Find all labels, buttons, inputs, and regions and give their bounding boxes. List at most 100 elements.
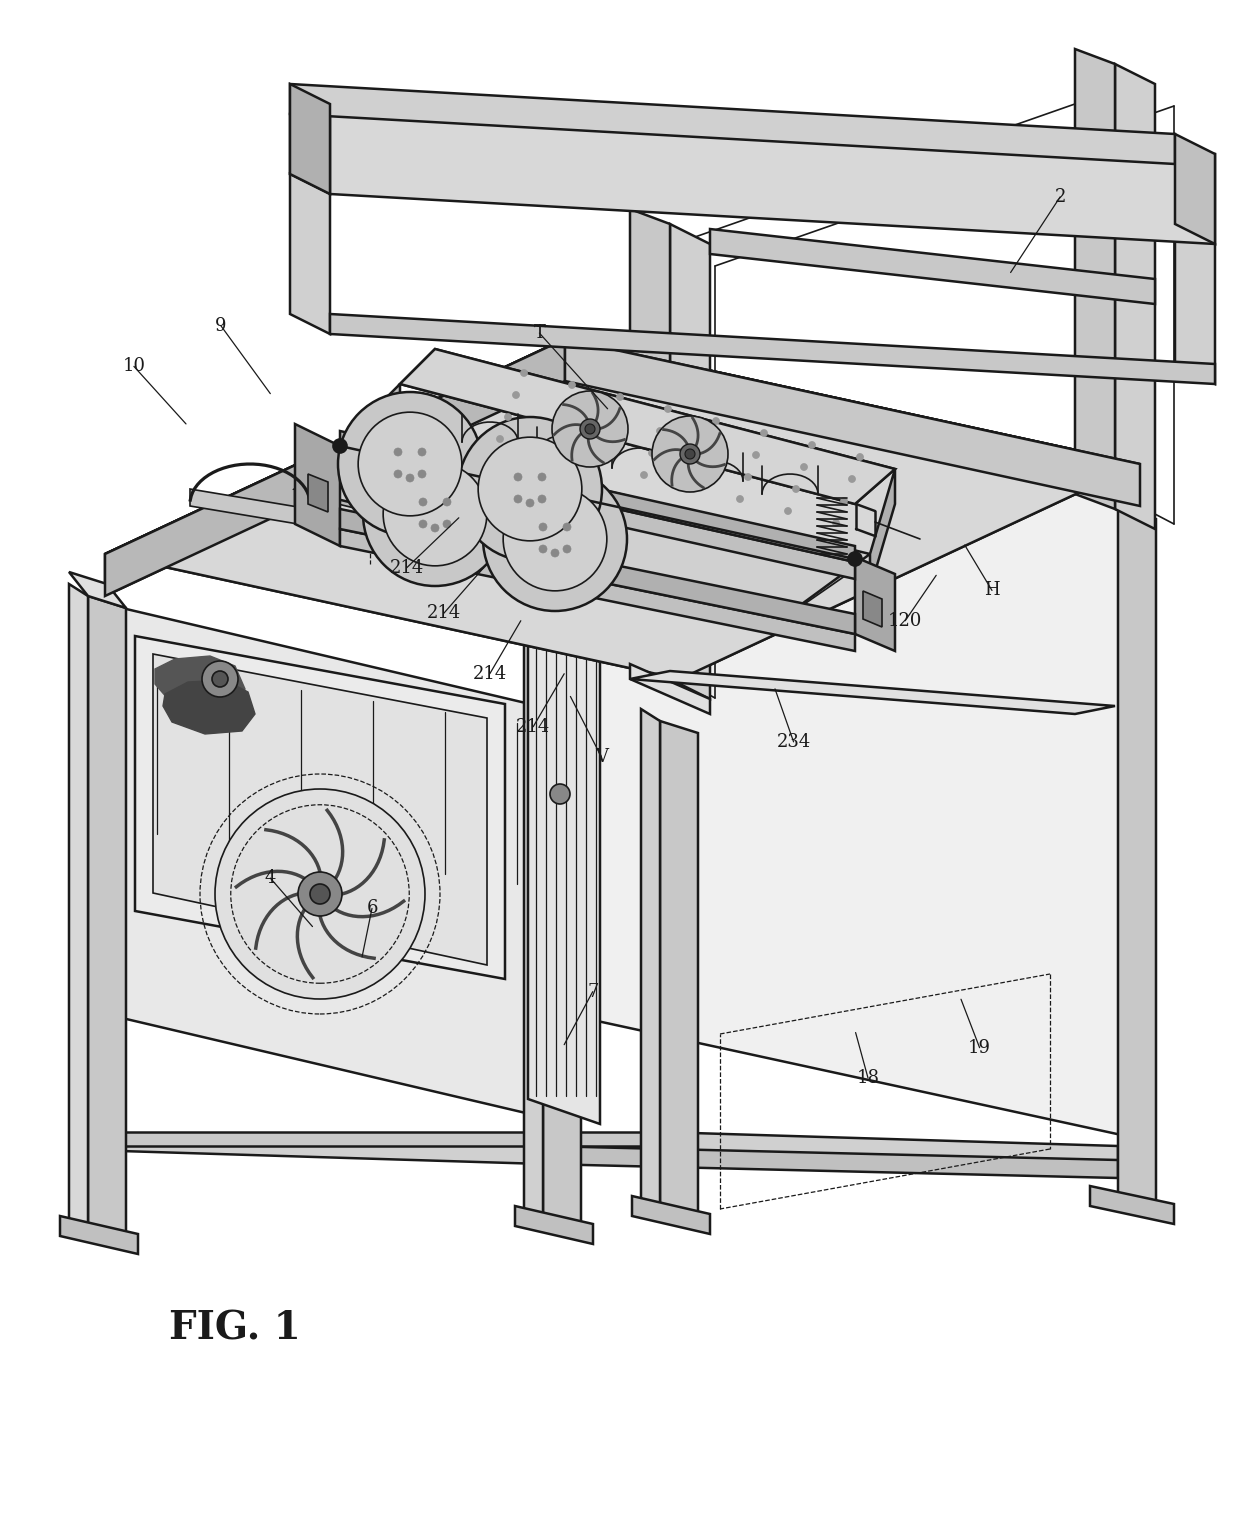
Circle shape bbox=[563, 522, 570, 531]
Circle shape bbox=[538, 495, 546, 503]
Polygon shape bbox=[1176, 224, 1215, 385]
Polygon shape bbox=[290, 83, 1176, 164]
Circle shape bbox=[505, 413, 511, 421]
Circle shape bbox=[848, 553, 862, 566]
Circle shape bbox=[215, 789, 425, 999]
Circle shape bbox=[334, 439, 347, 453]
Polygon shape bbox=[190, 489, 310, 525]
Text: 9: 9 bbox=[215, 316, 227, 335]
Circle shape bbox=[418, 469, 427, 478]
Polygon shape bbox=[630, 209, 670, 678]
Circle shape bbox=[419, 498, 427, 506]
Polygon shape bbox=[863, 590, 882, 627]
Circle shape bbox=[737, 495, 744, 503]
Text: T: T bbox=[533, 324, 546, 342]
Polygon shape bbox=[105, 339, 1140, 678]
Circle shape bbox=[580, 419, 600, 439]
Text: V: V bbox=[595, 748, 608, 766]
Polygon shape bbox=[290, 83, 330, 194]
Circle shape bbox=[649, 450, 656, 457]
Circle shape bbox=[503, 488, 606, 590]
Text: 4: 4 bbox=[264, 869, 277, 887]
Text: 18: 18 bbox=[857, 1069, 879, 1087]
Polygon shape bbox=[60, 1216, 138, 1254]
Circle shape bbox=[479, 438, 582, 540]
Circle shape bbox=[760, 430, 768, 436]
Circle shape bbox=[857, 454, 863, 460]
Circle shape bbox=[443, 519, 451, 528]
Polygon shape bbox=[295, 385, 401, 524]
Circle shape bbox=[600, 438, 608, 445]
Polygon shape bbox=[1115, 64, 1154, 528]
Circle shape bbox=[339, 392, 482, 536]
Polygon shape bbox=[565, 339, 1140, 506]
Text: 214: 214 bbox=[472, 665, 507, 683]
Polygon shape bbox=[1075, 48, 1115, 509]
Polygon shape bbox=[660, 1132, 1118, 1164]
Polygon shape bbox=[340, 509, 856, 634]
Circle shape bbox=[688, 483, 696, 491]
Text: 214: 214 bbox=[427, 604, 461, 622]
Text: H: H bbox=[985, 581, 999, 600]
Polygon shape bbox=[105, 339, 565, 597]
Polygon shape bbox=[1176, 135, 1215, 244]
Circle shape bbox=[394, 469, 402, 478]
Circle shape bbox=[641, 471, 647, 478]
Text: 2: 2 bbox=[1054, 188, 1066, 206]
Circle shape bbox=[553, 425, 559, 433]
Circle shape bbox=[526, 500, 534, 507]
Circle shape bbox=[484, 466, 627, 612]
Polygon shape bbox=[1090, 1185, 1174, 1223]
Polygon shape bbox=[670, 224, 711, 699]
Text: 234: 234 bbox=[776, 733, 811, 751]
Polygon shape bbox=[528, 419, 600, 1123]
Circle shape bbox=[680, 444, 701, 463]
Text: 19: 19 bbox=[968, 1039, 991, 1057]
Circle shape bbox=[358, 412, 461, 516]
Circle shape bbox=[801, 463, 807, 471]
Circle shape bbox=[458, 416, 601, 562]
Circle shape bbox=[383, 462, 487, 566]
Circle shape bbox=[212, 671, 228, 687]
Circle shape bbox=[792, 486, 800, 492]
Circle shape bbox=[298, 872, 342, 916]
Circle shape bbox=[753, 451, 759, 459]
Polygon shape bbox=[1118, 507, 1156, 1216]
Circle shape bbox=[848, 475, 856, 483]
Polygon shape bbox=[88, 1132, 543, 1164]
Circle shape bbox=[785, 507, 791, 515]
Circle shape bbox=[563, 545, 570, 553]
Text: 6: 6 bbox=[366, 899, 378, 917]
Circle shape bbox=[704, 439, 712, 447]
Polygon shape bbox=[543, 1146, 1118, 1178]
Polygon shape bbox=[295, 424, 340, 547]
Polygon shape bbox=[290, 174, 330, 335]
Circle shape bbox=[551, 550, 559, 557]
Polygon shape bbox=[340, 528, 856, 651]
Polygon shape bbox=[69, 572, 126, 609]
Polygon shape bbox=[340, 447, 856, 578]
Polygon shape bbox=[105, 339, 1140, 678]
Circle shape bbox=[560, 404, 568, 410]
Circle shape bbox=[593, 460, 599, 466]
Circle shape bbox=[697, 462, 703, 468]
Circle shape bbox=[539, 545, 547, 553]
Text: 120: 120 bbox=[888, 612, 923, 630]
Polygon shape bbox=[401, 350, 895, 504]
Polygon shape bbox=[153, 654, 487, 964]
Polygon shape bbox=[88, 1132, 660, 1146]
Polygon shape bbox=[290, 114, 1176, 224]
Polygon shape bbox=[105, 339, 565, 597]
Polygon shape bbox=[565, 339, 1140, 506]
Text: 10: 10 bbox=[123, 357, 145, 375]
Polygon shape bbox=[88, 597, 126, 1246]
Polygon shape bbox=[856, 557, 895, 651]
Circle shape bbox=[443, 498, 451, 506]
Text: 214: 214 bbox=[389, 559, 424, 577]
Circle shape bbox=[515, 495, 522, 503]
Polygon shape bbox=[401, 350, 895, 504]
Polygon shape bbox=[515, 1207, 593, 1245]
Circle shape bbox=[544, 448, 552, 454]
Circle shape bbox=[202, 662, 238, 696]
Text: 214: 214 bbox=[516, 718, 551, 736]
